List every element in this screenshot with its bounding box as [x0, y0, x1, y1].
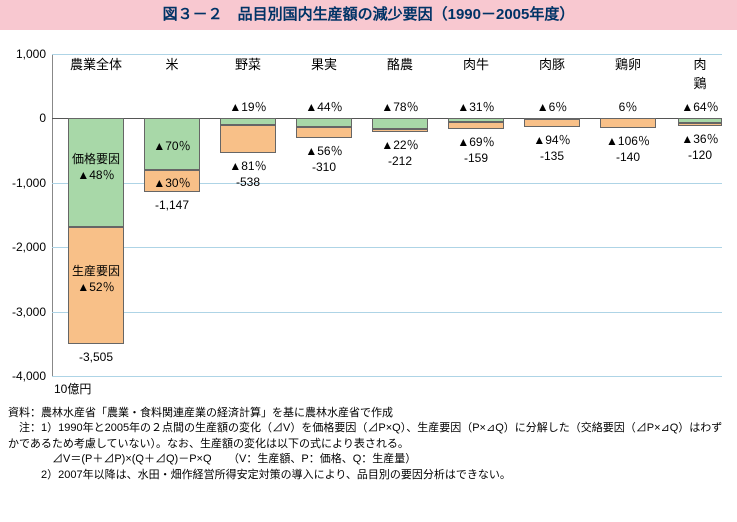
- prod-bar: [372, 129, 428, 132]
- y-axis-line: [52, 54, 53, 376]
- chart-title: 図３－２ 品目別国内生産額の減少要因（1990－2005年度）: [0, 0, 737, 30]
- prod-pct: ▲56％: [305, 142, 342, 159]
- category-label: 農業全体: [70, 54, 122, 60]
- prod-bar: [524, 119, 580, 127]
- prod-pct: ▲52％: [77, 278, 114, 295]
- source-notes: 資料：農林水産省「農業・食料関連産業の経済計算」を基に農林水産省で作成 注：1）…: [8, 406, 729, 483]
- category-label: 肉豚: [539, 54, 565, 60]
- price-pct: ▲78％: [381, 98, 418, 115]
- total-value: -310: [312, 160, 336, 174]
- prod-pct: ▲30％: [153, 174, 190, 191]
- category-label: 米: [165, 54, 178, 60]
- prod-bar: [220, 125, 276, 153]
- price-pct: 6％: [619, 98, 638, 115]
- y-tick-label: 1,000: [16, 47, 52, 61]
- total-value: -140: [616, 150, 640, 164]
- price-pct: ▲31％: [457, 98, 494, 115]
- prod-bar: [448, 122, 504, 129]
- price-factor-label: 価格要因: [72, 150, 120, 167]
- prod-pct: ▲81％: [229, 157, 266, 174]
- price-pct: ▲48％: [77, 166, 114, 183]
- price-bar: [220, 118, 276, 125]
- category-label: 鶏卵: [615, 54, 641, 60]
- y-tick-label: -3,000: [12, 305, 52, 319]
- note-line: ⊿V＝(P＋⊿P)×(Q＋⊿Q)－P×Q （V：生産額、P：価格、Q：生産量）: [8, 452, 729, 467]
- grid-line: [52, 376, 722, 377]
- prod-bar: [600, 118, 656, 128]
- grid-line: [52, 247, 722, 248]
- grid-line: [52, 312, 722, 313]
- total-value: -135: [540, 149, 564, 163]
- category-label: 肉牛: [463, 54, 489, 60]
- note-line: 注：1）1990年と2005年の２点間の生産額の変化（⊿V）を価格要因（⊿P×Q…: [8, 421, 729, 452]
- price-pct: ▲6％: [537, 98, 568, 115]
- category-label: 肉鶏: [689, 54, 711, 60]
- price-pct: ▲70％: [153, 137, 190, 154]
- chart-container: 図３－２ 品目別国内生産額の減少要因（1990－2005年度） -4,000 -3…: [0, 0, 737, 522]
- prod-pct: ▲106％: [606, 132, 650, 149]
- note-line: 資料：農林水産省「農業・食料関連産業の経済計算」を基に農林水産省で作成: [8, 406, 729, 421]
- prod-bar: [296, 127, 352, 138]
- price-pct: ▲44％: [305, 98, 342, 115]
- total-value: -1,147: [155, 198, 189, 212]
- prod-pct: ▲36％: [681, 130, 718, 147]
- category-label: 野菜: [235, 54, 261, 60]
- prod-pct: ▲94％: [533, 131, 570, 148]
- total-value: -159: [464, 151, 488, 165]
- price-bar: [296, 118, 352, 127]
- y-tick-label: -4,000: [12, 369, 52, 383]
- note-line: 2）2007年以降は、水田・畑作経営所得安定対策の導入により、品目別の要因分析は…: [8, 468, 729, 483]
- price-pct: ▲64％: [681, 98, 718, 115]
- total-value: -3,505: [79, 350, 113, 364]
- total-value: -538: [236, 175, 260, 189]
- prod-pct: ▲22％: [381, 136, 418, 153]
- prod-factor-label: 生産要因: [72, 262, 120, 279]
- total-value: -120: [688, 148, 712, 162]
- total-value: -212: [388, 154, 412, 168]
- prod-pct: ▲69％: [457, 133, 494, 150]
- category-label: 酪農: [387, 54, 413, 60]
- prod-bar: [678, 123, 722, 126]
- price-bar: [372, 118, 428, 129]
- y-tick-label: -1,000: [12, 176, 52, 190]
- plot-area: -4,000-3,000-2,000-1,00001,000農業全体価格要因生産…: [52, 54, 722, 376]
- y-axis-unit: 10億円: [54, 380, 91, 397]
- y-tick-label: -2,000: [12, 240, 52, 254]
- price-pct: ▲19％: [229, 98, 266, 115]
- y-tick-label: 0: [39, 111, 52, 125]
- category-label: 果実: [311, 54, 337, 60]
